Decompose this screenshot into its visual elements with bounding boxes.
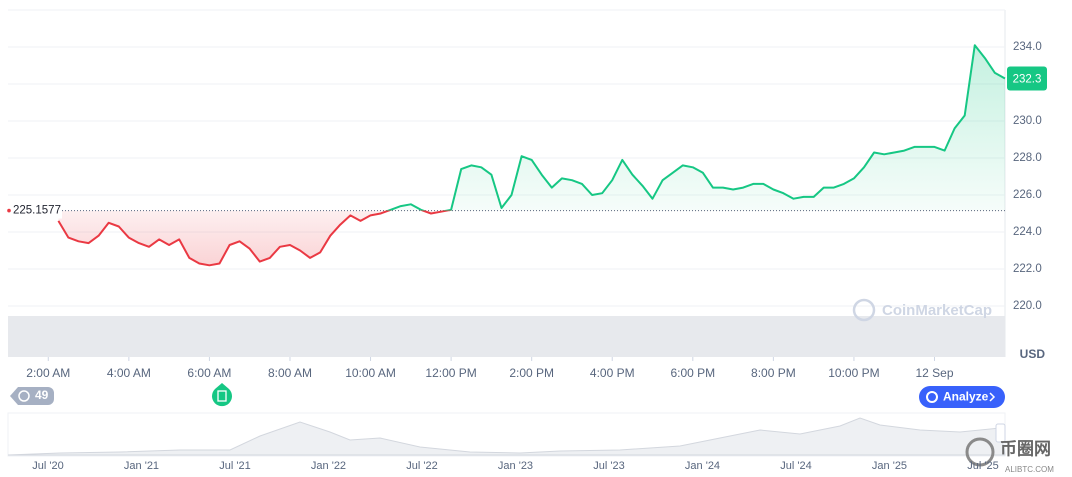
y-tick-label: 228.0 <box>1013 152 1042 164</box>
baseline-label: 225.1577 <box>13 205 61 217</box>
baseline-dot <box>7 208 11 213</box>
analyze-button[interactable]: Analyze <box>919 386 1005 408</box>
y-tick-label: 226.0 <box>1013 189 1042 201</box>
navigator-label: Jan '23 <box>498 460 533 472</box>
x-tick-label: 8:00 AM <box>268 366 312 380</box>
y-tick-label: 220.0 <box>1013 300 1042 312</box>
site-url: ALIBTC.COM <box>1005 465 1054 474</box>
navigator-label: Jan '24 <box>685 460 720 472</box>
navigator-label: Jul '25 <box>967 460 998 472</box>
y-unit: USD <box>1020 347 1046 361</box>
events-count: 49 <box>35 388 49 402</box>
y-tick-label: 230.0 <box>1013 115 1042 127</box>
x-tick-label: 10:00 AM <box>345 366 396 380</box>
x-tick-label: 4:00 AM <box>107 366 151 380</box>
price-tag <box>1007 66 1047 91</box>
x-tick-label: 12:00 PM <box>425 366 476 380</box>
volume-strip <box>8 316 1005 357</box>
navigator-label: Jul '20 <box>32 460 63 472</box>
site-watermark-text: 币圈网 <box>1000 439 1051 458</box>
price-area <box>58 45 1005 266</box>
news-marker[interactable] <box>212 383 233 407</box>
navigator-label: Jul '24 <box>780 460 811 472</box>
navigator <box>7 412 1006 457</box>
y-tick-label: 222.0 <box>1013 263 1042 275</box>
site-watermark: 币圈网 ALIBTC.COM <box>965 437 1054 474</box>
watermark: CoinMarketCap <box>852 298 992 322</box>
watermark-text: CoinMarketCap <box>882 302 992 319</box>
navigator-label: Jan '25 <box>872 460 907 472</box>
price-line <box>57 44 1006 267</box>
navigator-label: Jul '23 <box>593 460 624 472</box>
price-tag-label: 232.3 <box>1013 73 1042 85</box>
y-tick-label: 234.0 <box>1013 41 1042 53</box>
baseline-label-bg <box>10 202 62 219</box>
x-tick-label: 10:00 PM <box>828 366 879 380</box>
x-tick-label: 6:00 AM <box>187 366 231 380</box>
x-tick-label: 2:00 PM <box>509 366 554 380</box>
navigator-label: Jan '22 <box>311 460 346 472</box>
x-tick-label: 6:00 PM <box>670 366 715 380</box>
x-tick-label: 4:00 PM <box>590 366 635 380</box>
analyze-label: Analyze <box>943 390 989 404</box>
navigator-label: Jul '22 <box>406 460 437 472</box>
x-tick-label: 8:00 PM <box>751 366 796 380</box>
x-tick-label: 2:00 AM <box>26 366 70 380</box>
navigator-label: Jul '21 <box>219 460 250 472</box>
x-tick-label: 12 Sep <box>915 366 953 380</box>
navigator-label: Jan '21 <box>124 460 159 472</box>
events-pill[interactable]: 49 <box>10 387 54 405</box>
y-tick-label: 224.0 <box>1013 226 1042 238</box>
